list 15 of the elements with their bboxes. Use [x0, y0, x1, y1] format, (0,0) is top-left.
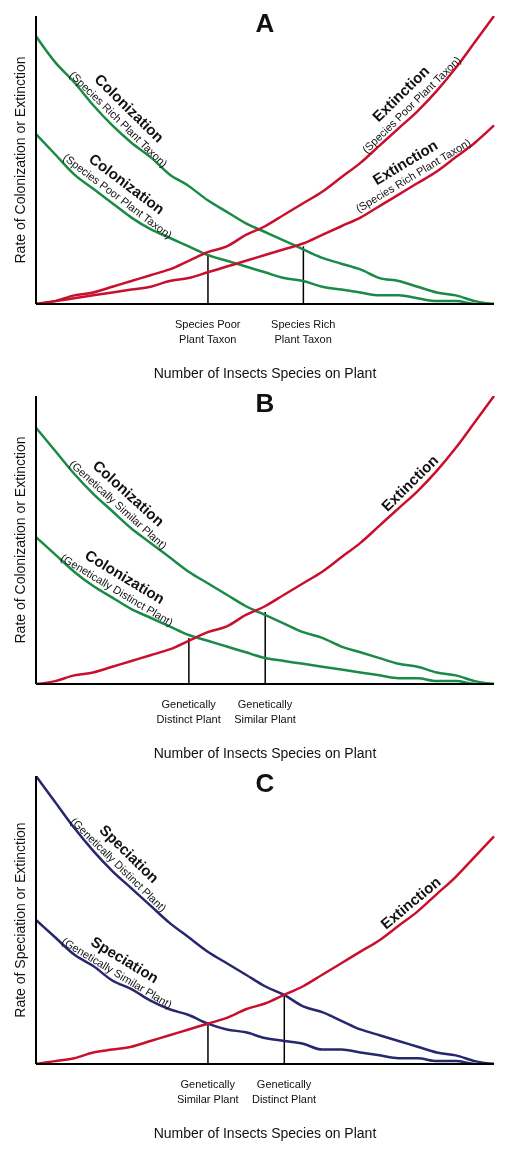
chart-title: A	[254, 8, 276, 39]
x-tick-label: Genetically Distinct Plant	[156, 698, 221, 725]
x-axis-title: Number of Insects Species on Plant	[153, 365, 377, 381]
chart-title: B	[254, 388, 276, 419]
x-tick-label: Species Poor Plant Taxon	[175, 318, 241, 345]
x-tick-label: Genetically Similar Plant	[234, 698, 296, 725]
x-axis-title: Number of Insects Species on Plant	[153, 745, 377, 761]
x-tick-label: Genetically Similar Plant	[176, 1078, 239, 1105]
y-axis-title: Rate of Colonization or Extinction	[11, 436, 28, 644]
y-axis-title: Rate of Speciation or Extinction	[11, 822, 28, 1018]
x-axis-title: Number of Insects Species on Plant	[153, 1125, 377, 1141]
x-tick-label: Species Rich Plant Taxon	[271, 318, 336, 345]
x-tick-label: Genetically Distinct Plant	[251, 1078, 317, 1105]
chart-title: C	[254, 768, 276, 799]
y-axis-title: Rate of Colonization or Extinction	[11, 56, 28, 264]
